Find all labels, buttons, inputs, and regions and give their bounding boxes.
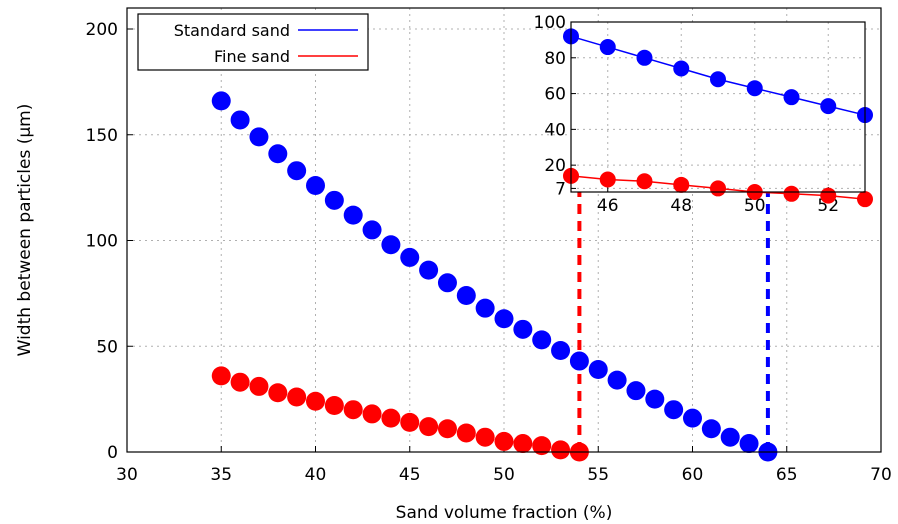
inset-plot-frame xyxy=(570,21,866,193)
main-plot-frame xyxy=(126,7,882,453)
fine-sand-point xyxy=(343,400,363,420)
standard-sand-point xyxy=(249,127,269,147)
legend-box xyxy=(137,13,369,71)
standard-sand-point xyxy=(381,235,401,255)
standard-sand-point xyxy=(419,260,439,280)
main-x-tick-label: 60 xyxy=(682,465,704,485)
main-x-tick-label: 50 xyxy=(493,465,515,485)
main-x-tick-label: 70 xyxy=(870,465,892,485)
fine-sand-point xyxy=(324,395,344,415)
y-axis-label: Width between particles (μm) xyxy=(15,104,35,357)
main-ticks: 30 35 40 45 50 55 60 65 70 0 50 100 150 200 xyxy=(86,20,892,485)
main-y-tick-label: 150 xyxy=(86,126,118,146)
inset-fine-sand-point xyxy=(636,173,653,190)
main-x-tick-label: 40 xyxy=(305,465,327,485)
inset-standard-sand-point xyxy=(746,80,763,97)
legend: Standard sand Fine sand xyxy=(137,13,369,71)
inset-fine-sand-point xyxy=(783,185,800,202)
main-x-tick-label: 65 xyxy=(776,465,798,485)
standard-sand-point xyxy=(664,400,684,420)
inset-fine-sand-point xyxy=(710,180,726,197)
inset-x-tick-label: 50 xyxy=(744,196,766,216)
fine-sand-point xyxy=(268,383,288,403)
standard-sand-point xyxy=(362,220,382,240)
standard-sand-point xyxy=(456,285,476,305)
inset-y-tick-label: 80 xyxy=(544,49,566,69)
standard-sand-point xyxy=(532,330,552,350)
fine-sand-point xyxy=(230,372,250,392)
inset-standard-sand-point xyxy=(783,89,800,106)
main-y-tick-label: 100 xyxy=(86,232,118,252)
inset-x-tick-label: 46 xyxy=(597,196,619,216)
inset-fine-sand-point xyxy=(673,176,690,193)
standard-sand-point xyxy=(739,434,759,454)
fine-sand-point xyxy=(211,366,231,386)
standard-sand-point xyxy=(268,144,288,164)
main-y-tick-label: 50 xyxy=(96,337,118,357)
standard-sand-point xyxy=(437,273,457,293)
main-y-tick-label: 200 xyxy=(86,20,118,40)
fine-sand-point xyxy=(249,376,269,396)
main-x-tick-label: 30 xyxy=(116,465,138,485)
standard-sand-point xyxy=(645,389,665,409)
standard-sand-point xyxy=(607,370,627,390)
reference-lines xyxy=(577,192,770,452)
fine-sand-point xyxy=(287,387,307,407)
main-y-tick-label: 0 xyxy=(107,443,118,463)
inset-fine-sand-point xyxy=(820,187,837,204)
standard-sand-point xyxy=(720,427,740,447)
standard-sand-point xyxy=(588,360,608,380)
inset-y-tick-label: 100 xyxy=(534,13,566,33)
standard-sand-point xyxy=(400,247,420,267)
standard-sand-point xyxy=(343,205,363,225)
standard-sand-point xyxy=(475,298,495,318)
inset-standard-sand-point xyxy=(599,39,616,56)
fine-sand-point xyxy=(362,404,382,424)
inset-y-tick-label: 60 xyxy=(544,85,566,105)
inset-series xyxy=(563,28,873,208)
fine-sand-point xyxy=(513,434,533,454)
fine-sand-point xyxy=(551,440,571,460)
standard-sand-point xyxy=(230,110,250,130)
inset-x-tick-label: 48 xyxy=(670,196,692,216)
fine-sand-point xyxy=(400,412,420,432)
fine-sand-point xyxy=(494,431,514,451)
standard-sand-point xyxy=(551,340,571,360)
fine-sand-point xyxy=(419,417,439,437)
standard-sand-point xyxy=(626,381,646,401)
standard-sand-point xyxy=(513,319,533,339)
standard-sand-point xyxy=(324,190,344,210)
fine-sand-point xyxy=(456,423,476,443)
legend-entry-standard-sand: Standard sand xyxy=(174,21,290,40)
fine-sand-point xyxy=(306,391,325,411)
inset-y-tick-label: 20 xyxy=(544,156,566,176)
main-x-tick-label: 55 xyxy=(587,465,609,485)
inset-y-tick-label: 40 xyxy=(544,120,566,140)
legend-entry-fine-sand: Fine sand xyxy=(214,47,290,66)
inset-standard-sand-point xyxy=(710,71,726,88)
inset-standard-sand-point xyxy=(820,98,837,115)
x-axis-label: Sand volume fraction (%) xyxy=(396,503,613,523)
fine-sand-point xyxy=(437,419,457,439)
standard-sand-point xyxy=(569,351,589,371)
main-x-tick-label: 45 xyxy=(399,465,421,485)
inset-y-tick-label: 7 xyxy=(555,179,566,199)
standard-sand-point xyxy=(683,408,702,428)
inset-fine-sand-point xyxy=(599,171,616,188)
standard-sand-point xyxy=(211,91,231,111)
standard-sand-point xyxy=(306,176,325,196)
inset-standard-sand-point xyxy=(636,49,653,66)
inset-standard-sand-point xyxy=(673,60,690,77)
main-x-tick-label: 35 xyxy=(210,465,232,485)
fine-sand-point xyxy=(532,436,552,456)
standard-sand-point xyxy=(494,309,514,329)
fine-sand-point xyxy=(475,427,495,447)
standard-sand-point xyxy=(701,419,721,439)
standard-sand-point xyxy=(287,161,307,181)
inset-fine-sand-point xyxy=(857,191,873,208)
fine-sand-point xyxy=(381,408,401,428)
